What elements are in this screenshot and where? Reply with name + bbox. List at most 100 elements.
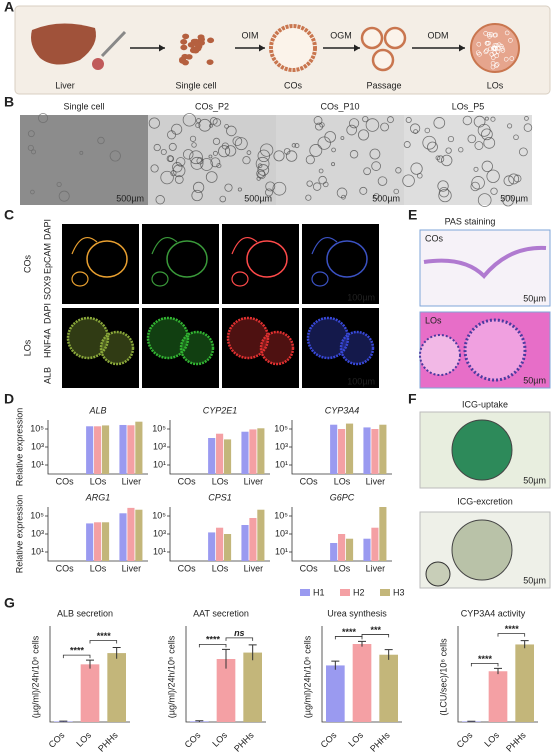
organoid	[148, 318, 188, 358]
chart-title: Urea synthesis	[327, 608, 387, 618]
micro-blob	[190, 156, 204, 170]
organoid-ring	[339, 330, 375, 366]
scale-bar-label: 50µm	[523, 293, 546, 303]
axes	[185, 626, 266, 723]
bar	[379, 654, 398, 722]
micro-blob	[257, 163, 263, 169]
error-bar	[112, 646, 121, 659]
micro-blob	[221, 142, 229, 150]
bar	[223, 439, 232, 474]
micro-blob	[437, 155, 445, 163]
micro-blob	[524, 116, 529, 121]
micro-blob	[79, 150, 84, 155]
error-bar	[222, 648, 230, 669]
micro-blob	[191, 189, 203, 202]
micro-blob	[349, 150, 359, 159]
tissue	[463, 318, 527, 382]
bar	[127, 507, 135, 561]
lo-cell	[485, 41, 490, 46]
micro-blob	[309, 144, 323, 157]
bar	[101, 522, 110, 561]
micro-blob	[305, 155, 315, 165]
chart-title: ALB secretion	[57, 608, 113, 618]
micro-blob	[312, 182, 322, 191]
significance-label: ****	[504, 624, 519, 634]
micro-blob	[365, 118, 380, 132]
micro-blob	[369, 148, 381, 160]
micro-blob	[189, 150, 203, 165]
x-tick-label: PHHs	[96, 730, 120, 754]
micro-blob	[218, 145, 231, 158]
micro-blob	[458, 147, 464, 153]
organoid	[451, 419, 513, 481]
x-tick-label: COs	[56, 476, 75, 486]
micro-blob	[387, 116, 394, 124]
micro-blob	[255, 156, 270, 171]
micrograph	[20, 115, 148, 205]
significance-bracket	[361, 634, 390, 638]
bar	[249, 517, 257, 561]
lo-cell	[484, 48, 489, 53]
micro-blob	[445, 147, 452, 154]
micro-blob	[508, 173, 520, 185]
organoid-ring	[326, 240, 368, 278]
micro-blob	[395, 167, 402, 174]
micro-blob	[377, 176, 388, 186]
micro-blob	[362, 116, 369, 123]
micro-blob	[192, 181, 205, 194]
micro-blob	[438, 188, 452, 203]
significance-bracket	[470, 662, 499, 667]
x-tick-label: LOs	[334, 476, 351, 486]
stain-label: DAPI	[42, 303, 52, 324]
micro-blob	[150, 164, 159, 173]
organoid-ring	[311, 236, 338, 255]
chart-title: CYP3A4 activity	[461, 608, 526, 618]
x-tick-label: COs	[455, 730, 475, 750]
micro-blob	[198, 118, 212, 132]
organoid-ring	[71, 236, 98, 255]
step-label: Passage	[366, 80, 401, 90]
y-axis-label: (µg/ml)/24h/10⁶ cells	[166, 635, 176, 718]
x-tick-label: Liver	[244, 563, 264, 573]
lo-cell	[488, 32, 494, 37]
micro-blob	[58, 190, 70, 202]
micro-blob	[305, 194, 312, 201]
organoid-ring	[151, 236, 178, 255]
micro-blob	[483, 136, 496, 149]
organoid	[101, 332, 133, 364]
x-tick-label: COs	[178, 476, 197, 486]
micro-blob	[323, 181, 329, 188]
chart-title: CPS1	[208, 492, 232, 502]
bar	[107, 653, 126, 722]
micro-blob	[518, 147, 528, 157]
micro-blob	[27, 130, 35, 138]
micro-blob	[171, 123, 183, 135]
micro-blob	[331, 147, 336, 153]
micrograph	[404, 115, 532, 205]
micro-blob	[486, 169, 500, 183]
axes	[291, 420, 392, 475]
step-label: Single cell	[175, 80, 216, 90]
legend-label: H2	[353, 587, 365, 597]
lo-cell	[494, 53, 500, 58]
passage-icon	[371, 48, 395, 72]
bar	[249, 429, 257, 474]
lo-cell	[483, 31, 488, 36]
image-label: COs	[425, 233, 444, 243]
significance-bracket	[198, 643, 227, 648]
bar	[135, 509, 143, 561]
organoid-ring	[86, 240, 128, 278]
micro-blob	[473, 115, 486, 128]
organoid-ring	[231, 236, 258, 255]
micro-blob	[319, 122, 325, 128]
co-icon	[269, 24, 317, 72]
x-tick-label: LOs	[90, 476, 107, 486]
micro-blob	[405, 116, 412, 123]
panel-label: D	[4, 391, 14, 407]
bar	[326, 665, 345, 722]
micro-blob	[502, 194, 514, 207]
micro-blob	[155, 195, 165, 205]
micro-blob	[224, 124, 229, 129]
cell-icon	[182, 33, 190, 40]
